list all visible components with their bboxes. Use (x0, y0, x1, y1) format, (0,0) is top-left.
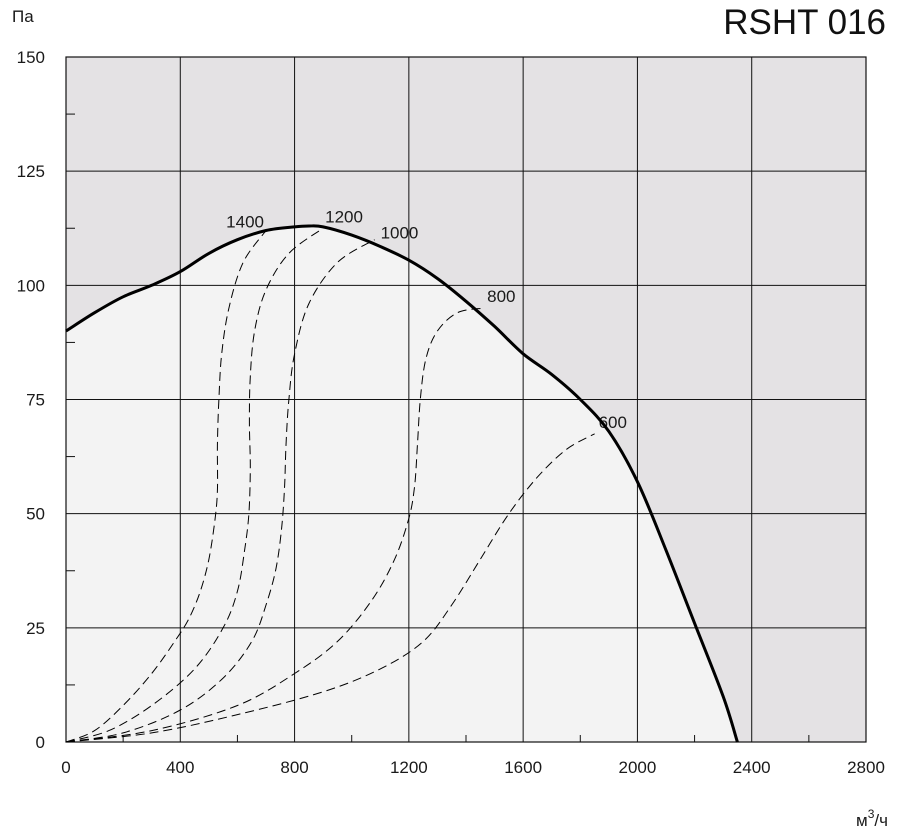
y-tick-label: 100 (17, 276, 45, 295)
y-tick-label: 125 (17, 162, 45, 181)
x-tick-label: 400 (166, 758, 194, 777)
x-axis-label-exponent: 3 (868, 807, 875, 821)
y-tick-label: 75 (26, 391, 45, 410)
x-axis-label: м3/ч (856, 807, 888, 830)
chart-title: RSHT 016 (723, 3, 886, 42)
operating-area (66, 225, 738, 743)
x-tick-label: 2400 (733, 758, 771, 777)
x-tick-label: 2000 (619, 758, 657, 777)
x-tick-label: 1600 (504, 758, 542, 777)
y-axis-label: Па (12, 7, 34, 26)
x-tick-label: 2800 (847, 758, 885, 777)
x-tick-label: 800 (280, 758, 308, 777)
fan-curve (65, 224, 739, 743)
speed-curve-label: 1000 (381, 224, 419, 243)
speed-curve-label: 1200 (325, 207, 363, 226)
x-axis-label-unit: м (856, 811, 868, 830)
y-tick-label: 0 (36, 733, 45, 752)
speed-curve-label: 800 (487, 287, 515, 306)
x-axis-label-per-hour: /ч (874, 811, 888, 830)
y-tick-label: 25 (26, 619, 45, 638)
y-tick-label: 150 (17, 48, 45, 67)
speed-curve-1000 (65, 239, 375, 743)
speed-curve-1400 (65, 230, 267, 743)
speed-curve-800 (65, 307, 484, 743)
x-tick-label: 0 (61, 758, 70, 777)
speed-curve-600 (65, 433, 595, 743)
x-tick-label: 1200 (390, 758, 428, 777)
speed-curve-label: 1400 (226, 213, 264, 232)
y-tick-label: 50 (26, 505, 45, 524)
plot-border (65, 56, 867, 743)
